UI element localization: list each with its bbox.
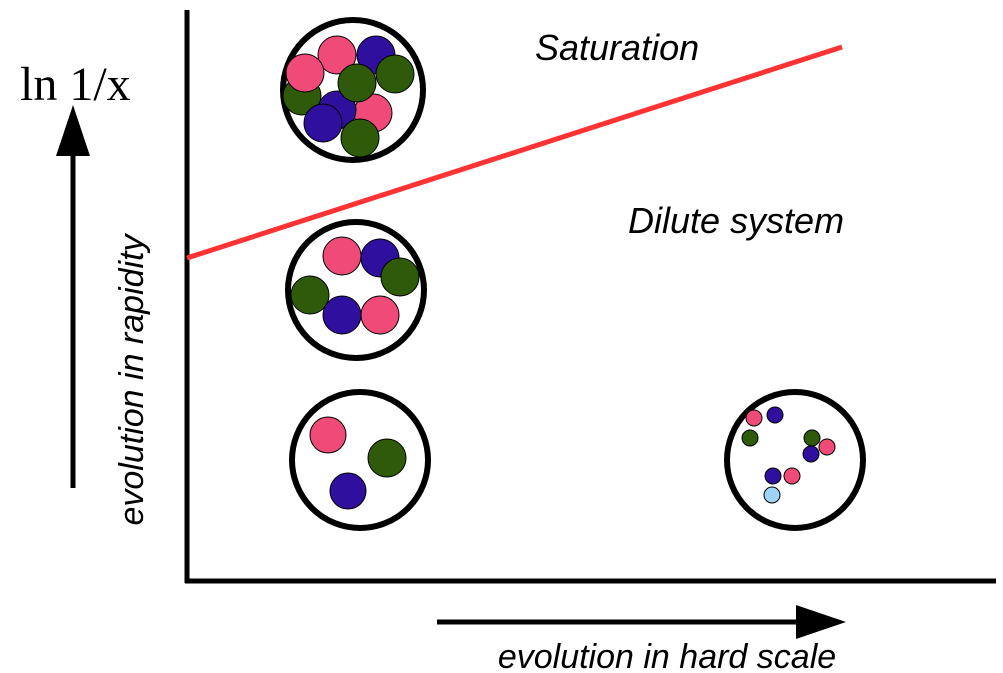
hard-scale-proton	[724, 389, 866, 531]
y-axis-label: evolution in rapidity	[113, 232, 151, 525]
saturation-line	[186, 44, 843, 261]
dilute-label: Dilute system	[628, 200, 844, 241]
dilute-proton	[289, 389, 431, 531]
x-axis-label: evolution in hard scale	[498, 638, 836, 673]
saturated-proton	[280, 17, 426, 163]
saturation-label: Saturation	[535, 27, 699, 68]
hard-scale-arrow	[437, 605, 846, 639]
rapidity-arrow	[56, 105, 90, 488]
y-axis-symbol: ln 1/x	[20, 58, 131, 111]
dense-proton	[285, 219, 427, 361]
